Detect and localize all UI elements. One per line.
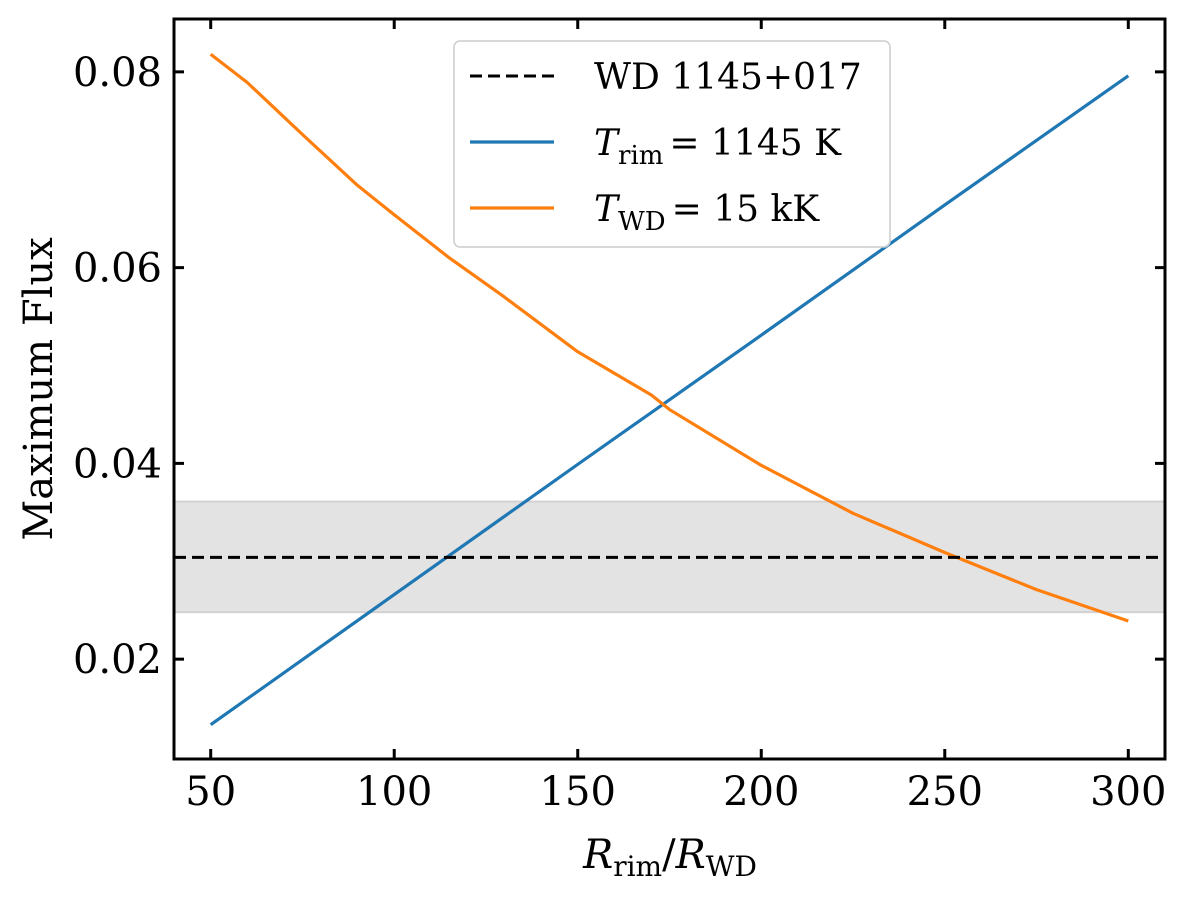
legend-box: [453, 40, 891, 248]
y-tick-label: 0.08: [73, 50, 162, 96]
legend-label-main: T: [594, 189, 621, 230]
x-axis-title-main: R: [582, 832, 613, 878]
x-tick-label: 150: [540, 769, 616, 815]
legend-label-sub: WD: [618, 207, 666, 237]
x-axis-title-sep: /: [662, 832, 676, 878]
y-tick-label: 0.02: [73, 637, 162, 683]
series-line-0: [209, 74, 1130, 727]
x-tick-label: 300: [1090, 769, 1166, 815]
legend-label-rest: = 15 kK: [672, 189, 821, 230]
x-tick-label: 100: [356, 769, 432, 815]
x-axis-title-sub2: WD: [706, 850, 757, 883]
legend-label-1: TWD = 15 kK: [594, 189, 820, 237]
x-tick-label: 50: [185, 769, 236, 815]
legend-label-rest: = 1145 K: [669, 123, 842, 164]
legend-label-0: Trim = 1145 K: [594, 123, 842, 171]
y-tick-label: 0.06: [73, 246, 162, 292]
x-tick-label: 250: [907, 769, 983, 815]
x-axis-title-main2: R: [675, 832, 706, 878]
plot-frame: [172, 17, 1167, 761]
legend-label-main: T: [594, 123, 621, 164]
legend-label-hline: WD 1145+017: [594, 57, 862, 98]
legend-label-sub: rim: [618, 141, 663, 171]
x-tick-label: 200: [723, 769, 799, 815]
y-axis-title: Maximum Flux: [16, 237, 62, 541]
series-line-1: [209, 52, 1129, 623]
x-axis-title-sub: rim: [613, 850, 662, 883]
y-tick-label: 0.04: [73, 441, 162, 487]
x-axis-title: Rrim/RWD: [582, 832, 757, 883]
